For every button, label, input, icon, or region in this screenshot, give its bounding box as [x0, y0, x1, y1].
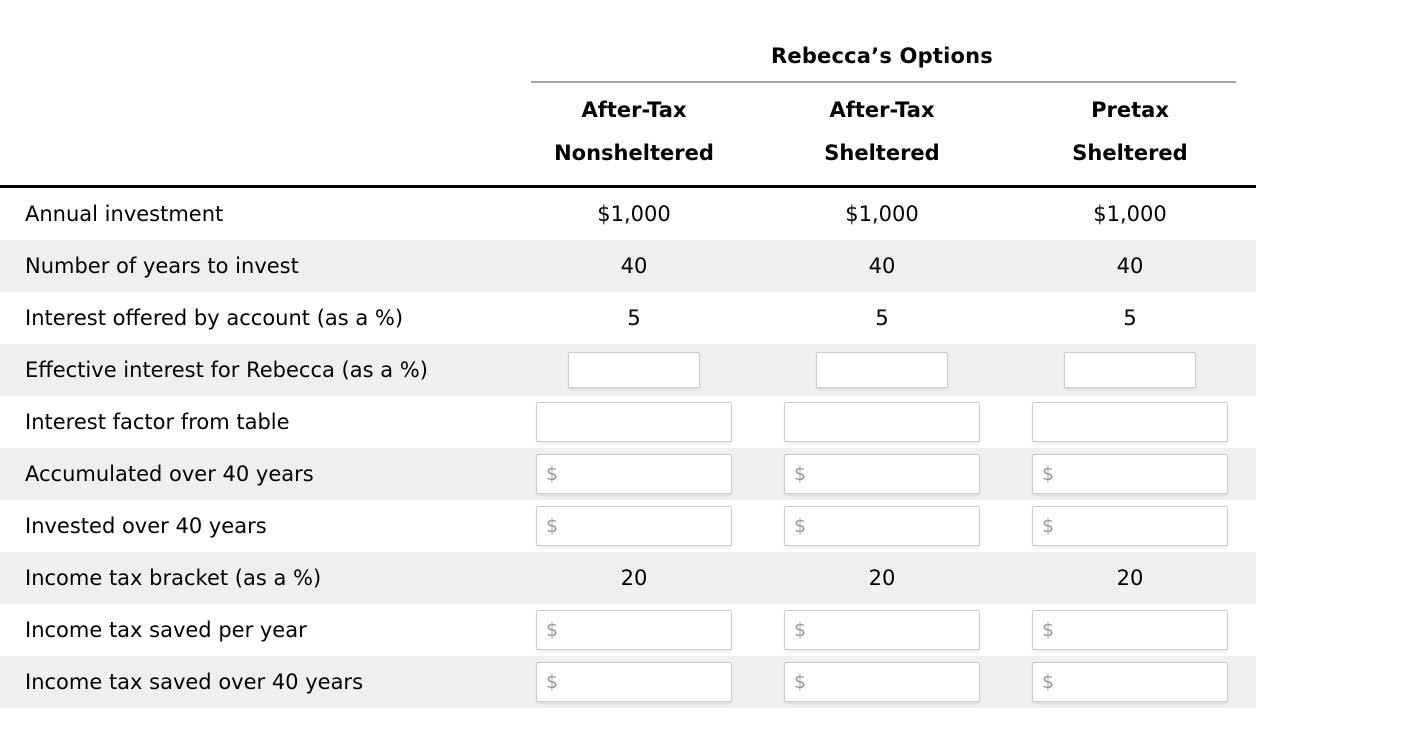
title-rule [531, 81, 1236, 83]
row-label: Number of years to invest [25, 254, 299, 278]
options-table: Rebecca’s Options After-Tax Nonsheltered… [0, 44, 1256, 708]
row-label: Income tax bracket (as a %) [25, 566, 322, 590]
row-label: Effective interest for Rebecca (as a %) [25, 358, 428, 382]
cell [510, 500, 758, 552]
table-row: Number of years to invest 40 40 40 [0, 240, 1256, 292]
cell [758, 448, 1006, 500]
cell: 5 [758, 292, 1006, 344]
cell-value: $1,000 [597, 202, 671, 226]
table-title-block: Rebecca’s Options [510, 44, 1254, 83]
table-row: Interest factor from table [0, 396, 1256, 448]
column-header-line1: Pretax [1091, 98, 1169, 122]
tax-saved-total-input-col3[interactable] [1032, 662, 1228, 702]
cell-value: $1,000 [845, 202, 919, 226]
cell: 20 [758, 552, 1006, 604]
interest-factor-input-col2[interactable] [784, 402, 980, 442]
cell-value: 20 [868, 566, 896, 590]
invested-input-col3[interactable] [1032, 506, 1228, 546]
table-title: Rebecca’s Options [771, 44, 993, 68]
cell: 5 [510, 292, 758, 344]
cell [758, 344, 1006, 396]
row-label: Income tax saved over 40 years [25, 670, 364, 694]
cell [1006, 396, 1254, 448]
cell [510, 604, 758, 656]
cell-value: 40 [620, 254, 648, 278]
accumulated-input-col3[interactable] [1032, 454, 1228, 494]
effective-interest-input-col3[interactable] [1064, 352, 1196, 388]
row-label: Annual investment [25, 202, 224, 226]
cell [1006, 656, 1254, 708]
cell-value: 5 [627, 306, 641, 330]
cell [1006, 604, 1254, 656]
cell: $1,000 [758, 188, 1006, 240]
effective-interest-input-col2[interactable] [816, 352, 948, 388]
cell-value: 40 [1116, 254, 1144, 278]
invested-input-col1[interactable] [536, 506, 732, 546]
cell [758, 500, 1006, 552]
effective-interest-input-col1[interactable] [568, 352, 700, 388]
column-header-row: After-Tax Nonsheltered After-Tax Shelter… [0, 83, 1256, 188]
cell [510, 344, 758, 396]
tax-saved-year-input-col3[interactable] [1032, 610, 1228, 650]
table-row: Effective interest for Rebecca (as a %) [0, 344, 1256, 396]
tax-saved-total-input-col2[interactable] [784, 662, 980, 702]
accumulated-input-col1[interactable] [536, 454, 732, 494]
cell: 5 [1006, 292, 1254, 344]
column-header-line1: After-Tax [829, 98, 935, 122]
cell: 40 [510, 240, 758, 292]
row-label: Invested over 40 years [25, 514, 267, 538]
table-row: Interest offered by account (as a %) 5 5 5 [0, 292, 1256, 344]
interest-factor-input-col1[interactable] [536, 402, 732, 442]
row-label-header [0, 89, 510, 175]
cell [1006, 448, 1254, 500]
tax-saved-year-input-col2[interactable] [784, 610, 980, 650]
table-row: Invested over 40 years [0, 500, 1256, 552]
cell [1006, 500, 1254, 552]
cell [758, 604, 1006, 656]
cell [510, 448, 758, 500]
table-row: Annual investment $1,000 $1,000 $1,000 [0, 188, 1256, 240]
table-row: Income tax saved over 40 years [0, 656, 1256, 708]
cell: 20 [1006, 552, 1254, 604]
cell: 40 [1006, 240, 1254, 292]
table-row: Income tax saved per year [0, 604, 1256, 656]
table-row: Accumulated over 40 years [0, 448, 1256, 500]
cell: 40 [758, 240, 1006, 292]
cell-value: 5 [875, 306, 889, 330]
cell [510, 656, 758, 708]
column-header-after-tax-sheltered: After-Tax Sheltered [758, 89, 1006, 175]
cell: $1,000 [1006, 188, 1254, 240]
tax-saved-year-input-col1[interactable] [536, 610, 732, 650]
column-header-pretax-sheltered: Pretax Sheltered [1006, 89, 1254, 175]
accumulated-input-col2[interactable] [784, 454, 980, 494]
cell [1006, 344, 1254, 396]
cell-value: 20 [620, 566, 648, 590]
cell-value: $1,000 [1093, 202, 1167, 226]
column-header-line2: Sheltered [1072, 141, 1188, 165]
cell [510, 396, 758, 448]
cell: $1,000 [510, 188, 758, 240]
column-header-line2: Nonsheltered [554, 141, 714, 165]
cell-value: 20 [1116, 566, 1144, 590]
table-body: Annual investment $1,000 $1,000 $1,000 Numbe… [0, 188, 1256, 708]
column-header-line1: After-Tax [581, 98, 687, 122]
cell-value: 40 [868, 254, 896, 278]
invested-input-col2[interactable] [784, 506, 980, 546]
cell [758, 656, 1006, 708]
table-row: Income tax bracket (as a %) 20 20 20 [0, 552, 1256, 604]
row-label: Accumulated over 40 years [25, 462, 314, 486]
row-label: Interest factor from table [25, 410, 290, 434]
row-label: Income tax saved per year [25, 618, 307, 642]
row-label: Interest offered by account (as a %) [25, 306, 404, 330]
column-header-after-tax-nonsheltered: After-Tax Nonsheltered [510, 89, 758, 175]
cell-value: 5 [1123, 306, 1137, 330]
column-header-line2: Sheltered [824, 141, 940, 165]
interest-factor-input-col3[interactable] [1032, 402, 1228, 442]
cell [758, 396, 1006, 448]
tax-saved-total-input-col1[interactable] [536, 662, 732, 702]
cell: 20 [510, 552, 758, 604]
